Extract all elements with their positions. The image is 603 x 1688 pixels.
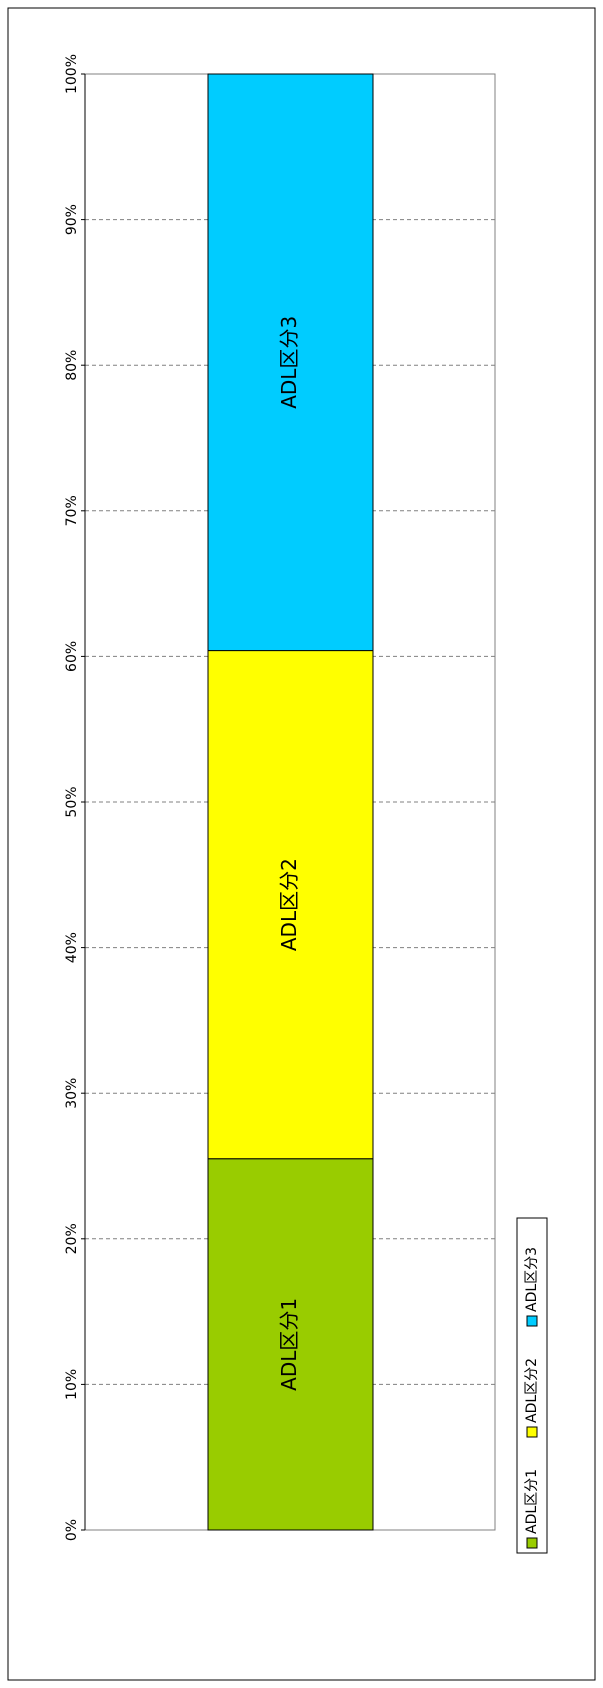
- bar-segment: [207, 1158, 374, 1531]
- segment-label: ADL区分1: [277, 1298, 301, 1391]
- legend-swatch: [526, 1537, 538, 1549]
- legend-border: [516, 1217, 548, 1554]
- legend: ADL区分1 ADL区分2 ADL区分3: [516, 1217, 548, 1554]
- y-tick-label: 30%: [64, 1078, 80, 1109]
- bar-segment: [207, 73, 374, 652]
- legend-label: ADL区分3: [524, 1247, 540, 1312]
- y-tick-label: 80%: [64, 350, 80, 381]
- y-tick-label: 0%: [64, 1519, 80, 1541]
- y-tick-label: 70%: [64, 495, 80, 526]
- segment-label: ADL区分2: [277, 858, 301, 951]
- legend-swatch: [526, 1426, 538, 1438]
- legend-swatch: [526, 1315, 538, 1327]
- y-tick-label: 90%: [64, 204, 80, 235]
- y-tick-label: 100%: [64, 54, 80, 94]
- y-tick-label: 40%: [64, 932, 80, 963]
- y-tick-label: 20%: [64, 1223, 80, 1254]
- legend-label: ADL区分1: [524, 1469, 540, 1534]
- y-tick-label: 50%: [64, 786, 80, 817]
- y-tick-label: 10%: [64, 1369, 80, 1400]
- segment-label: ADL区分3: [277, 316, 301, 409]
- bar-segment: [207, 650, 374, 1160]
- y-tick-label: 60%: [64, 641, 80, 672]
- legend-label: ADL区分2: [524, 1358, 540, 1423]
